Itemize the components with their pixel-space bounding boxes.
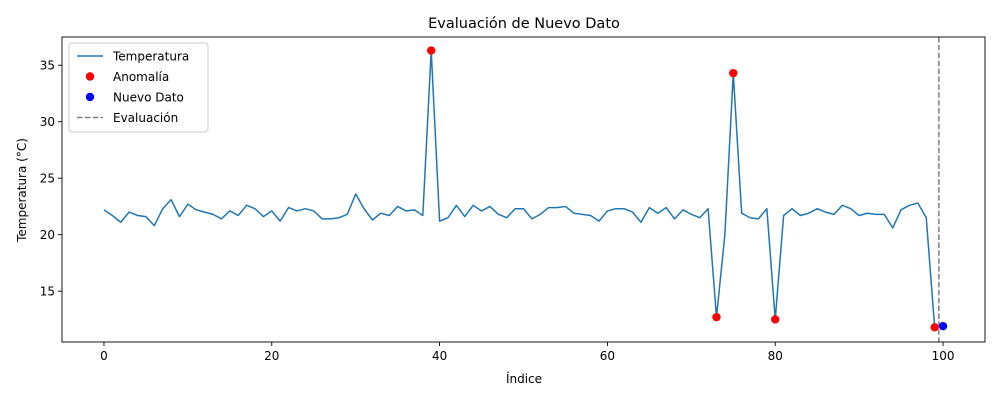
anomaly-point: [771, 315, 780, 324]
legend-entry-label: Temperatura: [112, 49, 189, 63]
legend-entry-label: Evaluación: [113, 111, 178, 125]
anomaly-point: [729, 68, 738, 78]
anomaly-point: [427, 46, 436, 55]
x-tick-label: 100: [932, 349, 955, 363]
chart-title: Evaluación de Nuevo Dato: [428, 16, 620, 32]
y-tick-label: 20: [40, 228, 55, 242]
legend-swatch-marker: [85, 72, 95, 81]
y-axis-label: Temperatura (°C): [15, 138, 29, 243]
y-tick-label: 25: [40, 172, 55, 186]
anomaly-point: [930, 323, 939, 332]
new-data-point: [938, 321, 948, 331]
legend-swatch-marker: [85, 92, 95, 102]
anomaly-point: [712, 312, 721, 322]
x-tick-label: 60: [600, 349, 615, 363]
x-tick-label: 20: [264, 349, 279, 363]
plot-area: [103, 37, 948, 342]
x-axis-label: Índice: [506, 371, 542, 386]
legend-entry-label: Anomalía: [113, 70, 169, 84]
x-tick-label: 0: [100, 349, 108, 363]
legend-frame: [68, 42, 209, 133]
axes: 0 20 40 60 80 100 15 20 25 30 35: [40, 36, 986, 363]
legend-entry-label: Nuevo Dato: [113, 90, 184, 104]
y-tick-label: 15: [40, 284, 55, 298]
series-line-temperatura: [103, 49, 936, 328]
plot-frame: [61, 36, 986, 343]
legend: Temperatura Anomalía Nuevo Dato Evaluación: [68, 42, 209, 133]
y-tick-label: 30: [40, 115, 55, 129]
x-tick-label: 40: [432, 349, 447, 363]
x-tick-label: 80: [768, 349, 783, 363]
y-tick-label: 35: [40, 59, 55, 73]
